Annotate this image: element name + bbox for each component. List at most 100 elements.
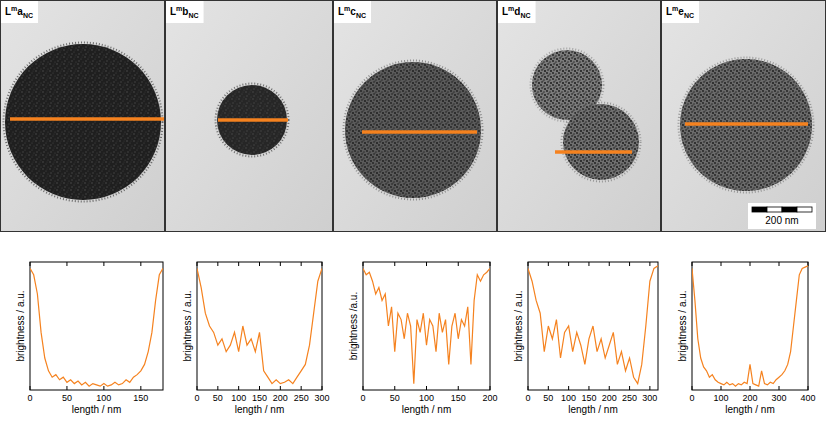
x-tick — [238, 386, 239, 390]
profile-line — [218, 118, 288, 122]
x-tick — [301, 386, 302, 390]
plot-area — [197, 268, 322, 383]
x-tick-top — [259, 262, 260, 266]
tem-image — [165, 0, 333, 232]
scale-bar — [752, 207, 767, 212]
particle-texture — [217, 85, 287, 155]
x-axis-title: length / nm — [235, 404, 284, 415]
x-tick — [649, 386, 650, 390]
profile-line — [10, 117, 165, 121]
x-tick — [259, 386, 260, 390]
label-box — [334, 1, 371, 23]
particle-edge — [679, 58, 814, 193]
particle-edge — [344, 61, 483, 200]
particle — [680, 59, 812, 191]
x-tick-label: 100 — [96, 393, 111, 403]
plot-frame — [692, 262, 808, 390]
x-tick — [322, 386, 323, 390]
x-tick-label: 150 — [581, 393, 596, 403]
x-tick-top — [458, 262, 459, 266]
x-axis-title: length / nm — [725, 404, 774, 415]
profile-line — [362, 130, 477, 134]
particle — [563, 104, 639, 180]
x-tick — [363, 386, 364, 390]
panel-label: LmaNC — [5, 5, 33, 19]
label-sub: NC — [356, 12, 366, 19]
x-tick-label: 0 — [360, 393, 365, 403]
x-tick-top — [238, 262, 239, 266]
x-tick-label: 300 — [314, 393, 329, 403]
x-tick — [548, 386, 549, 390]
x-tick — [528, 386, 529, 390]
tem-image — [333, 0, 497, 232]
x-tick-top — [750, 262, 751, 266]
x-tick — [692, 386, 693, 390]
panel-label: LmdNC — [502, 5, 531, 19]
x-tick-top — [649, 262, 650, 266]
figure: LmaNCLmbNCLmcNCLmdNCLmeNC200 nm050100150… — [0, 0, 827, 425]
x-tick-top — [629, 262, 630, 266]
x-tick-label: 100 — [231, 393, 246, 403]
y-axis-title: brightness / a.u. — [182, 290, 193, 361]
tem-image — [497, 0, 661, 232]
x-tick-top — [528, 262, 529, 266]
profile-curve — [692, 266, 808, 386]
image-background — [333, 0, 497, 232]
particle-texture — [5, 44, 161, 200]
profile-curve — [528, 266, 658, 384]
x-tick — [609, 386, 610, 390]
x-tick-top — [197, 262, 198, 266]
x-tick-label: 200 — [602, 393, 617, 403]
label-sub: NC — [520, 12, 530, 19]
x-tick — [280, 386, 281, 390]
x-tick-top — [66, 262, 67, 266]
x-tick-top — [548, 262, 549, 266]
image-background — [661, 0, 826, 232]
x-tick-label: 50 — [62, 393, 72, 403]
x-tick-top — [140, 262, 141, 266]
label-box — [662, 1, 699, 23]
x-tick-label: 400 — [800, 393, 815, 403]
particle-edge — [4, 43, 163, 202]
x-tick-top — [217, 262, 218, 266]
panel-border — [334, 1, 497, 232]
scale-bar — [767, 207, 782, 212]
x-tick-label: 50 — [390, 393, 400, 403]
x-tick — [140, 386, 141, 390]
profile-curve — [197, 268, 322, 383]
scale-bar-label: 200 nm — [765, 215, 798, 226]
x-tick-label: 150 — [451, 393, 466, 403]
image-background — [165, 0, 333, 232]
x-tick-top — [779, 262, 780, 266]
y-axis-title: brightness / a.u. — [677, 290, 688, 361]
x-tick-top — [426, 262, 427, 266]
x-tick — [568, 386, 569, 390]
tem-image — [0, 0, 165, 232]
x-tick-label: 150 — [252, 393, 267, 403]
panel-label: LmcNC — [338, 5, 366, 19]
x-tick — [30, 386, 31, 390]
x-tick-top — [692, 262, 693, 266]
particle-edge — [216, 84, 289, 157]
y-axis-title: brightness /a.u. — [348, 292, 359, 360]
particle-texture — [680, 59, 812, 191]
panel-border — [1, 1, 165, 232]
plot-area — [528, 266, 658, 384]
plot-frame — [30, 262, 163, 390]
plot-frame — [363, 262, 490, 390]
x-tick-top — [322, 262, 323, 266]
x-tick-label: 0 — [194, 393, 199, 403]
label-sub: NC — [188, 12, 198, 19]
x-tick-label: 100 — [561, 393, 576, 403]
panel-label: LmbNC — [170, 5, 199, 19]
x-tick-top — [280, 262, 281, 266]
x-tick — [750, 386, 751, 390]
x-tick-top — [301, 262, 302, 266]
plot-area — [363, 268, 490, 383]
x-tick — [458, 386, 459, 390]
scale-bar — [782, 207, 797, 212]
x-tick-label: 250 — [622, 393, 637, 403]
x-tick — [217, 386, 218, 390]
x-tick-top — [721, 262, 722, 266]
x-tick-label: 50 — [213, 393, 223, 403]
